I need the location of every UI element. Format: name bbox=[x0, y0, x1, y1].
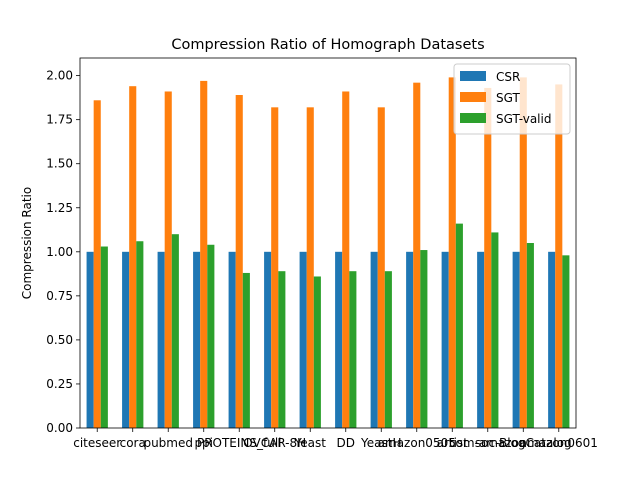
bar bbox=[136, 241, 144, 428]
legend-label: SGT-valid bbox=[496, 112, 551, 126]
bar bbox=[377, 107, 385, 428]
chart-title: Compression Ratio of Homograph Datasets bbox=[171, 37, 484, 53]
bar bbox=[406, 251, 414, 428]
bar bbox=[164, 91, 172, 428]
bar bbox=[264, 251, 272, 428]
bar bbox=[349, 271, 357, 428]
bar bbox=[548, 251, 556, 428]
legend-swatch bbox=[460, 71, 486, 81]
y-tick-label: 0.75 bbox=[46, 289, 73, 303]
bar bbox=[235, 95, 243, 428]
bar bbox=[313, 276, 321, 428]
bar bbox=[299, 251, 307, 428]
x-tick-label: soc-BlogCatalog bbox=[475, 436, 572, 450]
y-tick-label: 0.00 bbox=[46, 421, 73, 435]
bar bbox=[370, 251, 378, 428]
legend-label: SGT bbox=[496, 91, 520, 105]
x-tick-label: com-amazon bbox=[449, 436, 527, 450]
bar bbox=[207, 244, 215, 428]
x-tick-label: citeseer bbox=[73, 436, 121, 450]
x-tick-label: DD bbox=[337, 436, 355, 450]
bar bbox=[157, 251, 165, 428]
bar bbox=[278, 271, 286, 428]
bar bbox=[242, 272, 250, 428]
x-tick-label: YeastH bbox=[360, 436, 401, 450]
y-tick-label: 1.25 bbox=[46, 201, 73, 215]
x-tick-label: amazon0505 bbox=[378, 436, 456, 450]
bar bbox=[448, 77, 456, 428]
bar bbox=[562, 255, 570, 428]
bar bbox=[413, 82, 421, 429]
x-tick-label: ppi bbox=[194, 436, 213, 450]
y-tick-label: 1.00 bbox=[46, 245, 73, 259]
y-axis-label: Compression Ratio bbox=[20, 187, 34, 300]
bar bbox=[306, 107, 314, 428]
bar bbox=[193, 251, 201, 428]
bar bbox=[484, 87, 492, 428]
y-tick-label: 0.25 bbox=[46, 377, 73, 391]
bar bbox=[512, 251, 520, 428]
bar bbox=[100, 246, 108, 428]
bar bbox=[384, 271, 392, 428]
x-tick-label: OVCAR-8H bbox=[243, 436, 306, 450]
bar bbox=[342, 91, 350, 428]
plot-frame bbox=[79, 57, 577, 429]
y-tick-label: 0.50 bbox=[46, 333, 73, 347]
legend-label: CSR bbox=[496, 70, 520, 84]
bar bbox=[335, 251, 343, 428]
x-tick-label: Yeast bbox=[294, 436, 327, 450]
bar bbox=[200, 80, 208, 429]
bar bbox=[86, 251, 94, 428]
bar bbox=[519, 77, 527, 428]
bar bbox=[455, 223, 463, 428]
x-tick-label: amazon0601 bbox=[520, 436, 598, 450]
y-tick-label: 2.00 bbox=[46, 69, 73, 83]
x-tick-label: artist bbox=[437, 436, 469, 450]
legend-swatch bbox=[460, 92, 486, 102]
bar bbox=[129, 86, 137, 428]
bar bbox=[526, 243, 534, 428]
bar bbox=[555, 84, 563, 429]
bar bbox=[491, 232, 499, 428]
x-tick-label: cora bbox=[120, 436, 146, 450]
bar bbox=[441, 251, 449, 428]
y-tick-label: 1.75 bbox=[46, 113, 73, 127]
y-tick-label: 1.50 bbox=[46, 157, 73, 171]
bar bbox=[271, 107, 279, 428]
bar bbox=[228, 251, 236, 428]
bar bbox=[420, 250, 428, 428]
bar bbox=[477, 251, 485, 428]
bar bbox=[171, 234, 179, 428]
x-tick-label: PROTEINS_full bbox=[197, 436, 282, 450]
x-tick-label: pubmed bbox=[143, 436, 193, 450]
bar bbox=[93, 100, 101, 428]
legend-swatch bbox=[460, 113, 486, 123]
legend: CSR SGT SGT-valid bbox=[453, 63, 571, 135]
bar bbox=[122, 251, 130, 428]
plot-area: 0.00 0.25 0.50 0.75 1.00 1.25 1.50 1.75 2.00 cite… bbox=[46, 57, 598, 450]
